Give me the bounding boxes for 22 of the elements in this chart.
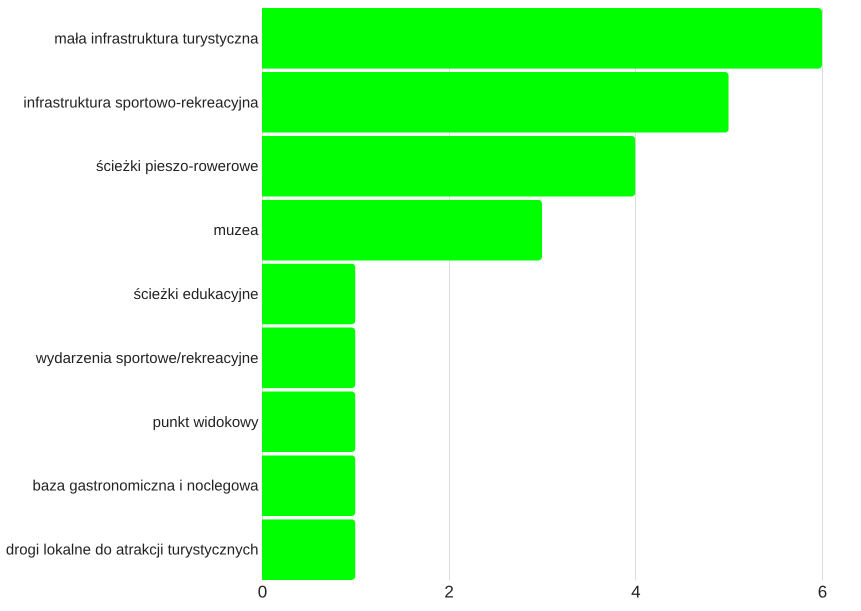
bar (262, 455, 356, 516)
y-tick-label: wydarzenia sportowe/rekreacyjne (34, 350, 258, 367)
y-tick-label: muzea (213, 222, 260, 240)
y-tick-label: drogi lokalne do atrakcji turystycznych (6, 542, 258, 559)
bar (262, 391, 356, 452)
x-tick-label: 6 (818, 582, 828, 602)
bar (262, 328, 356, 388)
bar (262, 519, 356, 580)
bar (262, 200, 542, 260)
y-tick-label: infrastruktura sportowo-rekreacyjna (23, 94, 260, 112)
y-tick-label: ścieżki pieszo-rowerowe (96, 158, 258, 176)
bar (262, 72, 729, 133)
x-tick-label: 0 (258, 582, 268, 602)
y-tick-label: ścieżki edukacyjne (133, 286, 258, 303)
bar (262, 264, 356, 324)
bar (262, 136, 636, 197)
x-tick-label: 4 (631, 582, 641, 602)
bar (262, 8, 822, 69)
y-tick-label: punkt widokowy (152, 414, 259, 431)
x-tick-label: 2 (444, 582, 454, 602)
y-tick-label: mała infrastruktura turystyczna (54, 30, 260, 48)
y-tick-label: baza gastronomiczna i noclegowa (32, 478, 260, 495)
